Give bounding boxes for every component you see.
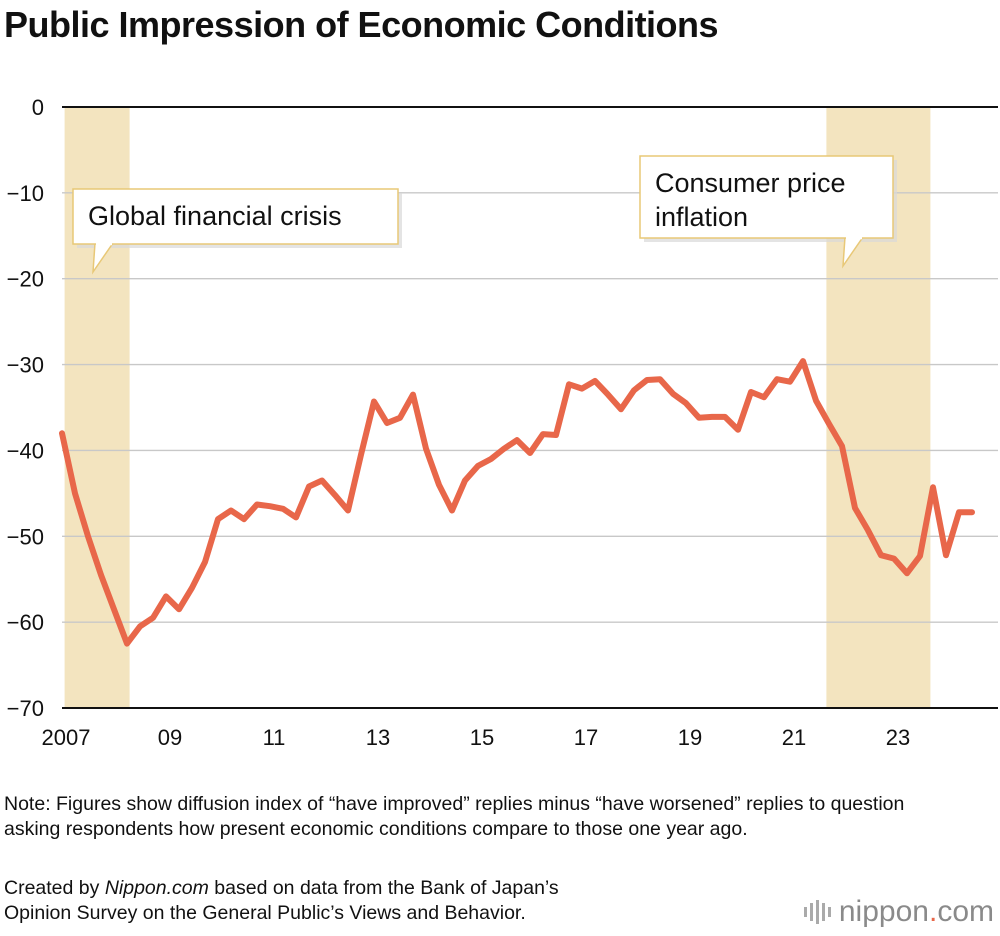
x-tick-label: 09 bbox=[158, 725, 182, 750]
y-tick-label: 0 bbox=[32, 95, 44, 120]
x-tick-label: 23 bbox=[886, 725, 910, 750]
source-credit: Created by Nippon.com based on data from… bbox=[4, 876, 559, 927]
credit-suffix: based on data from the Bank of Japan’s bbox=[208, 877, 559, 899]
x-tick-label: 13 bbox=[366, 725, 390, 750]
y-tick-label: −40 bbox=[7, 438, 44, 463]
y-tick-label: −70 bbox=[7, 696, 44, 721]
x-tick-label: 17 bbox=[574, 725, 598, 750]
x-tick-label: 2007 bbox=[42, 725, 91, 750]
callout-text: Global financial crisis bbox=[88, 201, 342, 231]
x-tick-label: 11 bbox=[263, 725, 286, 750]
line-chart: 0 −10 −20 −30 −40 −50 −60 −70 2007 09 11 13 15 17 19 21… bbox=[7, 95, 998, 750]
x-tick-label: 21 bbox=[782, 725, 806, 750]
x-tick-label: 15 bbox=[470, 725, 494, 750]
nippon-bars-icon bbox=[803, 900, 831, 924]
series-line-1 bbox=[59, 358, 975, 647]
callout-box bbox=[639, 155, 894, 239]
credit-prefix: Created by bbox=[4, 877, 105, 899]
y-tick-label: −50 bbox=[7, 524, 44, 549]
credit-site: Nippon.com bbox=[104, 877, 209, 899]
nippon-logo: nippon.com bbox=[803, 895, 994, 929]
y-tick-label: −10 bbox=[7, 181, 44, 206]
callout-text: inflation bbox=[655, 202, 748, 232]
y-tick-label: −20 bbox=[7, 267, 44, 292]
x-tick-label: 19 bbox=[678, 725, 702, 750]
y-tick-label: −30 bbox=[7, 353, 44, 378]
chart-note: Note: Figures show diffusion index of “h… bbox=[4, 792, 964, 843]
note-text: Note: Figures show diffusion index of “h… bbox=[4, 793, 905, 841]
y-tick-label: −60 bbox=[7, 610, 44, 635]
callout-text: Consumer price bbox=[655, 168, 846, 198]
callout-box bbox=[72, 188, 399, 245]
logo-text: nippon.com bbox=[838, 895, 994, 928]
credit-line2: Opinion Survey on the General Public’s V… bbox=[4, 902, 526, 925]
page-title: Public Impression of Economic Conditions bbox=[4, 4, 719, 45]
